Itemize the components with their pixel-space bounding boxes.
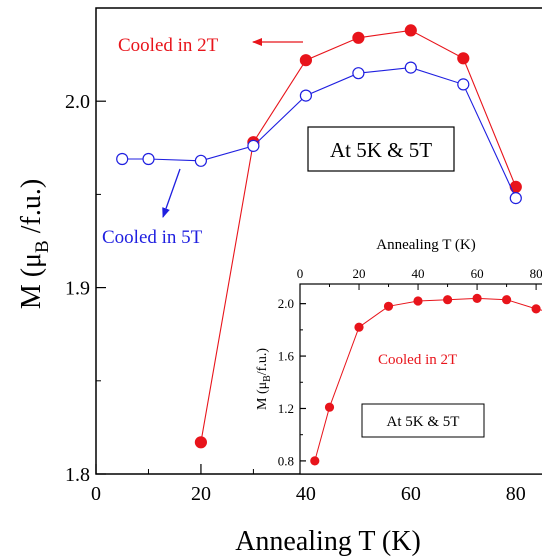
data-point [457,52,470,65]
data-point [502,295,512,305]
y-tick-label: 1.9 [65,278,90,300]
x-tick-label: 60 [471,266,484,281]
inset-x-axis-label: Annealing T (K) [376,237,475,253]
data-point [324,402,335,412]
legend-label-cooled-2t: Cooled in 2T [118,35,219,56]
x-tick-label: 20 [191,483,211,505]
y-tick-label: 1.6 [278,349,295,364]
main-annotation-box [307,126,455,172]
x-tick-label: 40 [412,266,425,281]
inset-plot-frame [299,283,542,475]
data-point [404,61,417,74]
main-y-axis-label: M (μB /f.u.) [16,179,53,309]
data-point [457,78,470,91]
y-tick-label: 1.8 [65,464,90,486]
data-point [142,152,155,166]
y-tick-label: 1.2 [278,401,294,416]
inset-annotation-text: At 5K & 5T [387,414,460,430]
data-point [299,89,312,102]
data-point [194,436,207,449]
inset-axis-ticks: 0 20 40 60 80 0.8 1.2 1.6 2.0 [278,266,542,468]
data-point [310,456,320,466]
inset-legend-label: Cooled in 2T [378,352,457,368]
y-tick-label: 2.0 [278,296,294,311]
data-point [352,31,365,44]
y-tick-label: 2.0 [65,91,90,113]
legend-label-cooled-5t: Cooled in 5T [102,227,203,248]
data-point [194,154,207,167]
x-tick-label: 0 [297,266,304,281]
x-tick-label: 80 [530,266,542,281]
x-tick-label: 40 [296,483,316,505]
main-axis-ticks: 0 20 40 60 80 1.8 1.9 2.0 [65,91,526,505]
data-point [531,304,541,314]
main-x-axis-label: Annealing T (K) [235,526,421,557]
data-point [443,295,453,305]
main-annotation-text: At 5K & 5T [330,138,432,162]
x-tick-label: 0 [91,483,101,505]
inset-annotation-box [361,403,485,438]
inset-y-axis-label: M (μB/f.u.) [255,348,273,410]
data-point [404,24,417,37]
data-point [299,54,312,67]
x-tick-label: 80 [506,483,526,505]
legend-arrow-cooled-5t [162,168,181,218]
main-series-layer [116,24,522,449]
data-point [352,67,365,80]
data-point [472,293,482,303]
x-tick-label: 20 [353,266,366,281]
data-point [354,322,364,332]
series-line [314,297,542,462]
data-point [383,301,394,311]
x-tick-label: 60 [401,483,421,505]
data-point [509,192,522,205]
data-point [116,152,129,166]
data-point [413,296,423,306]
data-point [247,139,260,152]
y-tick-label: 0.8 [278,453,294,468]
inset-series-layer [310,293,542,466]
